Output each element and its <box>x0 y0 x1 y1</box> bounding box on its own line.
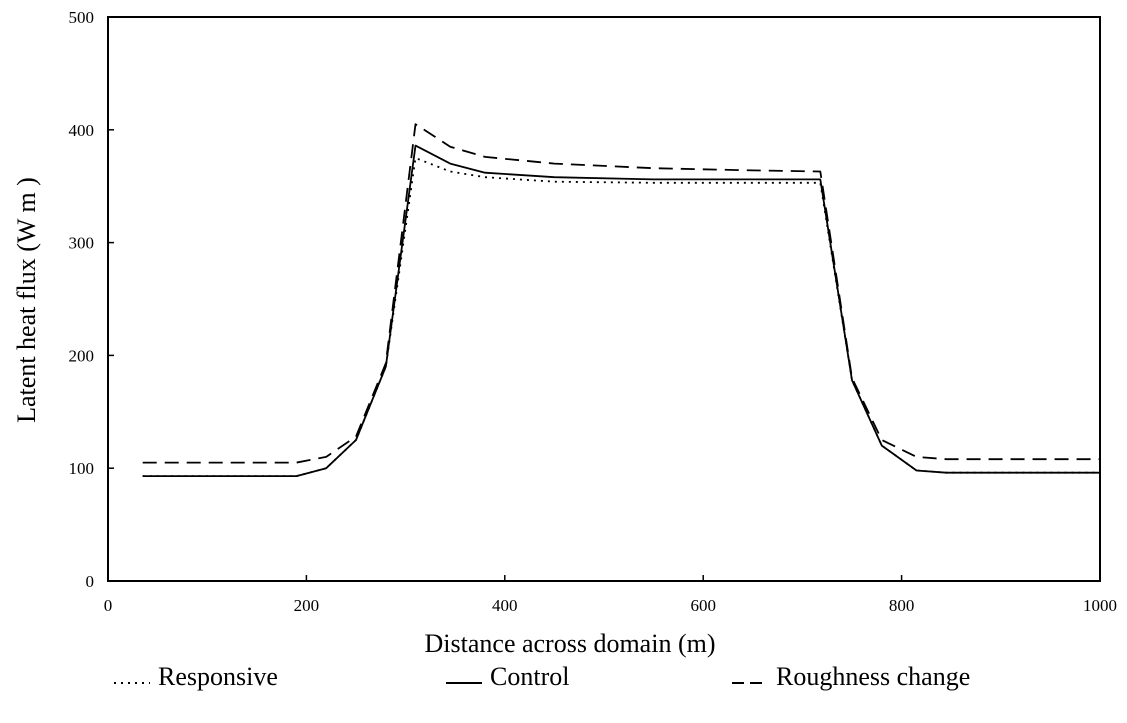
legend-item-roughness-change: Roughness change <box>730 662 970 692</box>
y-tick-label: 300 <box>69 234 95 253</box>
legend-label: Control <box>490 662 570 691</box>
x-tick-label: 400 <box>492 596 518 615</box>
x-tick-label: 1000 <box>1083 596 1117 615</box>
y-tick-label: 0 <box>86 572 95 591</box>
legend-label: Roughness change <box>776 662 971 691</box>
y-axis-ticks: 0 100 200 300 400 500 <box>69 8 114 591</box>
x-axis-title: Distance across domain (m) <box>425 629 716 658</box>
legend-item-responsive: Responsive <box>112 662 278 692</box>
series-line-responsive <box>142 157 1100 478</box>
y-axis-title: Latent heat flux (W m ) <box>12 177 41 423</box>
legend-dotted-line-icon <box>114 682 150 685</box>
series-line-roughness-change <box>142 123 1100 464</box>
y-tick-label: 500 <box>69 8 95 27</box>
x-tick-label: 0 <box>104 596 113 615</box>
series-line-control <box>142 144 1100 478</box>
series-layer <box>142 123 1100 478</box>
legend-solid-line-icon <box>446 682 482 685</box>
y-tick-label: 200 <box>69 346 95 365</box>
x-axis-ticks: 0 200 400 600 800 1000 <box>104 575 1117 615</box>
legend-item-control: Control <box>444 662 569 692</box>
legend-label: Responsive <box>158 662 278 691</box>
y-tick-label: 100 <box>69 459 95 478</box>
x-tick-label: 800 <box>889 596 915 615</box>
y-tick-label: 400 <box>69 121 95 140</box>
x-tick-label: 200 <box>294 596 320 615</box>
legend: Responsive Control Roughness change <box>0 662 1127 718</box>
x-tick-label: 600 <box>690 596 716 615</box>
legend-dashed-line-icon <box>732 682 768 685</box>
plot-frame <box>107 16 1101 582</box>
